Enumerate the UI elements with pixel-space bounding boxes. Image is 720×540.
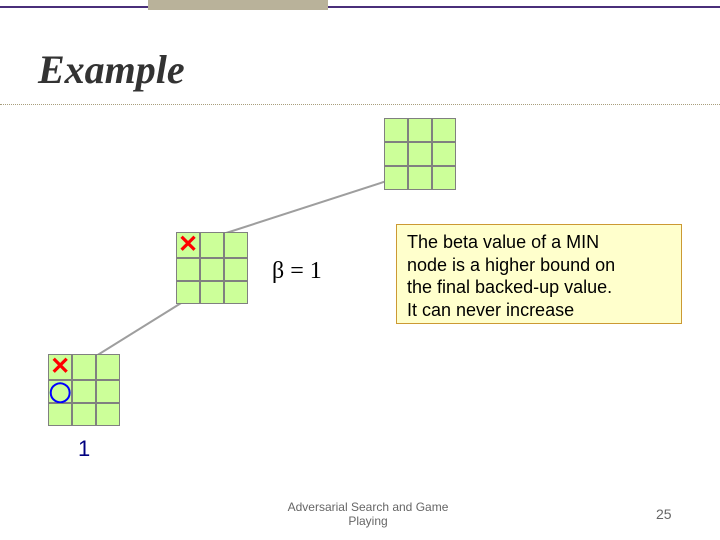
board-leaf: ✕◯ [48,354,120,426]
board-cell [432,166,456,190]
x-mark-icon: ✕ [177,233,199,257]
board-cell [200,281,224,304]
explanation-callout: The beta value of a MINnode is a higher … [396,224,682,324]
board-cell [432,142,456,166]
board-cell [224,258,248,281]
board-cell [72,403,96,426]
page-number: 25 [656,506,672,522]
board-mid: ✕ [176,232,248,304]
board-cell [176,281,200,304]
callout-line: It can never increase [407,299,671,322]
board-cell: ◯ [48,380,72,403]
board-cell [72,354,96,380]
header-rule [0,6,720,8]
board-cell: ✕ [48,354,72,380]
board-cell [384,142,408,166]
board-cell [96,354,120,380]
board-cell [384,118,408,142]
board-cell [384,166,408,190]
board-cell [224,281,248,304]
board-root [384,118,456,190]
footer-line: Adversarial Search and Game [258,500,478,514]
board-cell [48,403,72,426]
board-cell [408,166,432,190]
callout-line: the final backed-up value. [407,276,671,299]
beta-label: β = 1 [272,258,322,285]
board-cell [72,380,96,403]
board-cell [224,232,248,258]
callout-line: node is a higher bound on [407,254,671,277]
o-mark-icon: ◯ [49,381,71,402]
slide-title: Example [38,46,185,93]
callout-line: The beta value of a MIN [407,231,671,254]
board-cell [200,232,224,258]
board-cell [200,258,224,281]
board-cell [96,380,120,403]
footer-line: Playing [258,514,478,528]
board-cell [96,403,120,426]
board-cell [176,258,200,281]
board-cell: ✕ [176,232,200,258]
leaf-value: 1 [78,436,90,462]
header-divider-dotted [0,104,720,105]
x-mark-icon: ✕ [49,355,71,379]
board-cell [432,118,456,142]
header-accent-bar [148,0,328,10]
board-cell [408,142,432,166]
footer-caption: Adversarial Search and GamePlaying [258,500,478,528]
board-cell [408,118,432,142]
